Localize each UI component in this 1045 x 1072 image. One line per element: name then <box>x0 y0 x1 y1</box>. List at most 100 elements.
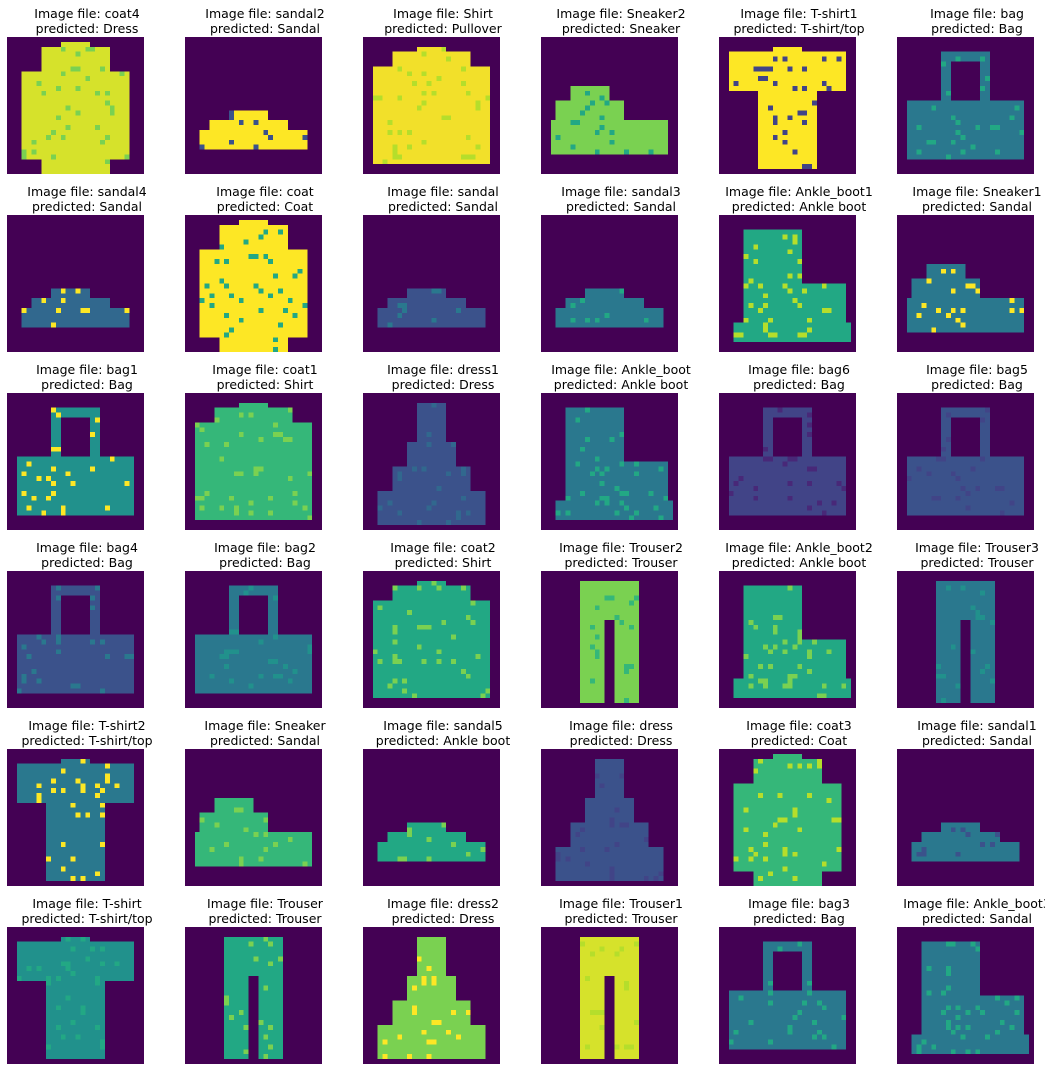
silhouette-part <box>585 288 625 299</box>
texture-pixel <box>229 629 234 635</box>
texture-pixel <box>229 327 234 333</box>
texture-pixel <box>431 317 437 323</box>
prediction-label: predicted: Bag <box>931 21 1023 36</box>
silhouette-part <box>90 412 100 462</box>
texture-pixel <box>238 412 244 418</box>
texture-pixel <box>99 639 105 645</box>
sneaker-silhouette <box>541 37 678 174</box>
file-label: Image file: Trouser1 <box>559 896 683 911</box>
texture-pixel <box>377 505 383 511</box>
texture-pixel <box>980 56 986 62</box>
texture-pixel <box>624 822 630 828</box>
texture-pixel <box>738 476 744 482</box>
texture-pixel <box>258 234 264 240</box>
texture-pixel <box>282 437 288 442</box>
texture-pixel <box>75 812 81 818</box>
texture-pixel <box>263 985 269 991</box>
texture-pixel <box>787 273 793 279</box>
cell-title: Image file: sandal4 predicted: Sandal <box>0 184 174 214</box>
texture-pixel <box>99 946 105 952</box>
texture-pixel <box>811 1019 817 1025</box>
texture-pixel <box>387 129 393 135</box>
texture-pixel <box>831 500 837 506</box>
cell-title: Image file: dress2 predicted: Dress <box>356 896 530 926</box>
texture-pixel <box>95 585 100 591</box>
texture-pixel <box>55 595 61 601</box>
cell-title: Image file: Ankle_boot3 predicted: Sandal <box>890 896 1045 926</box>
texture-pixel <box>382 159 388 165</box>
texture-pixel <box>31 149 37 155</box>
texture-pixel <box>465 673 471 679</box>
prediction-label: predicted: Bag <box>219 555 311 570</box>
texture-pixel <box>960 1034 966 1040</box>
texture-pixel <box>426 1039 432 1045</box>
texture-pixel <box>51 788 56 794</box>
texture-pixel <box>436 649 442 655</box>
prediction-label: predicted: Shirt <box>216 377 314 392</box>
texture-pixel <box>455 510 461 516</box>
texture-pixel <box>945 1005 951 1011</box>
texture-pixel <box>416 520 422 526</box>
silhouette-part <box>763 946 773 996</box>
texture-pixel <box>821 56 827 62</box>
texture-pixel <box>807 668 812 674</box>
texture-pixel <box>624 698 630 704</box>
prediction-label: predicted: Bag <box>41 555 133 570</box>
texture-pixel <box>767 1000 773 1006</box>
texture-pixel <box>268 293 274 299</box>
texture-pixel <box>811 1034 817 1040</box>
texture-pixel <box>421 51 427 57</box>
texture-pixel <box>446 115 452 121</box>
texture-pixel <box>397 95 403 101</box>
texture-pixel <box>421 139 427 145</box>
grid-cell: Image file: T-shirt1 predicted: T-shirt/t… <box>712 0 886 176</box>
texture-pixel <box>21 673 27 679</box>
texture-pixel <box>397 154 403 160</box>
silhouette-part <box>580 971 605 1060</box>
texture-pixel <box>594 605 600 611</box>
texture-pixel <box>748 1019 754 1025</box>
texture-pixel <box>811 466 817 472</box>
texture-pixel <box>465 154 471 160</box>
file-label: Image file: coat2 <box>390 540 496 555</box>
texture-pixel <box>273 432 278 438</box>
texture-pixel <box>777 817 783 823</box>
texture-pixel <box>26 461 32 467</box>
texture-pixel <box>55 634 61 640</box>
item-image <box>363 215 500 352</box>
texture-pixel <box>229 110 234 116</box>
texture-pixel <box>802 110 808 116</box>
texture-pixel <box>219 654 225 660</box>
texture-pixel <box>431 402 437 408</box>
texture-pixel <box>743 827 749 833</box>
texture-pixel <box>758 876 764 882</box>
texture-pixel <box>955 129 961 135</box>
texture-pixel <box>663 495 669 501</box>
silhouette-part <box>926 263 966 279</box>
texture-pixel <box>941 456 946 462</box>
texture-pixel <box>95 975 100 981</box>
texture-pixel <box>614 1044 620 1050</box>
texture-pixel <box>392 144 398 150</box>
file-label: Image file: bag4 <box>36 540 138 555</box>
texture-pixel <box>565 856 571 862</box>
texture-pixel <box>772 644 778 650</box>
texture-pixel <box>263 1034 269 1040</box>
image-background <box>363 215 500 352</box>
texture-pixel <box>782 56 788 62</box>
texture-pixel <box>782 283 788 289</box>
texture-pixel <box>426 1054 432 1060</box>
texture-pixel <box>60 961 66 967</box>
dress-silhouette <box>541 749 678 886</box>
texture-pixel <box>599 495 605 501</box>
texture-pixel <box>950 1029 956 1035</box>
texture-pixel <box>619 490 625 496</box>
texture-pixel <box>273 347 278 352</box>
texture-pixel <box>758 307 764 313</box>
texture-pixel <box>238 432 244 438</box>
image-background <box>7 215 144 352</box>
texture-pixel <box>975 1005 981 1011</box>
texture-pixel <box>55 639 61 645</box>
texture-pixel <box>85 307 91 313</box>
silhouette-part <box>387 298 466 308</box>
